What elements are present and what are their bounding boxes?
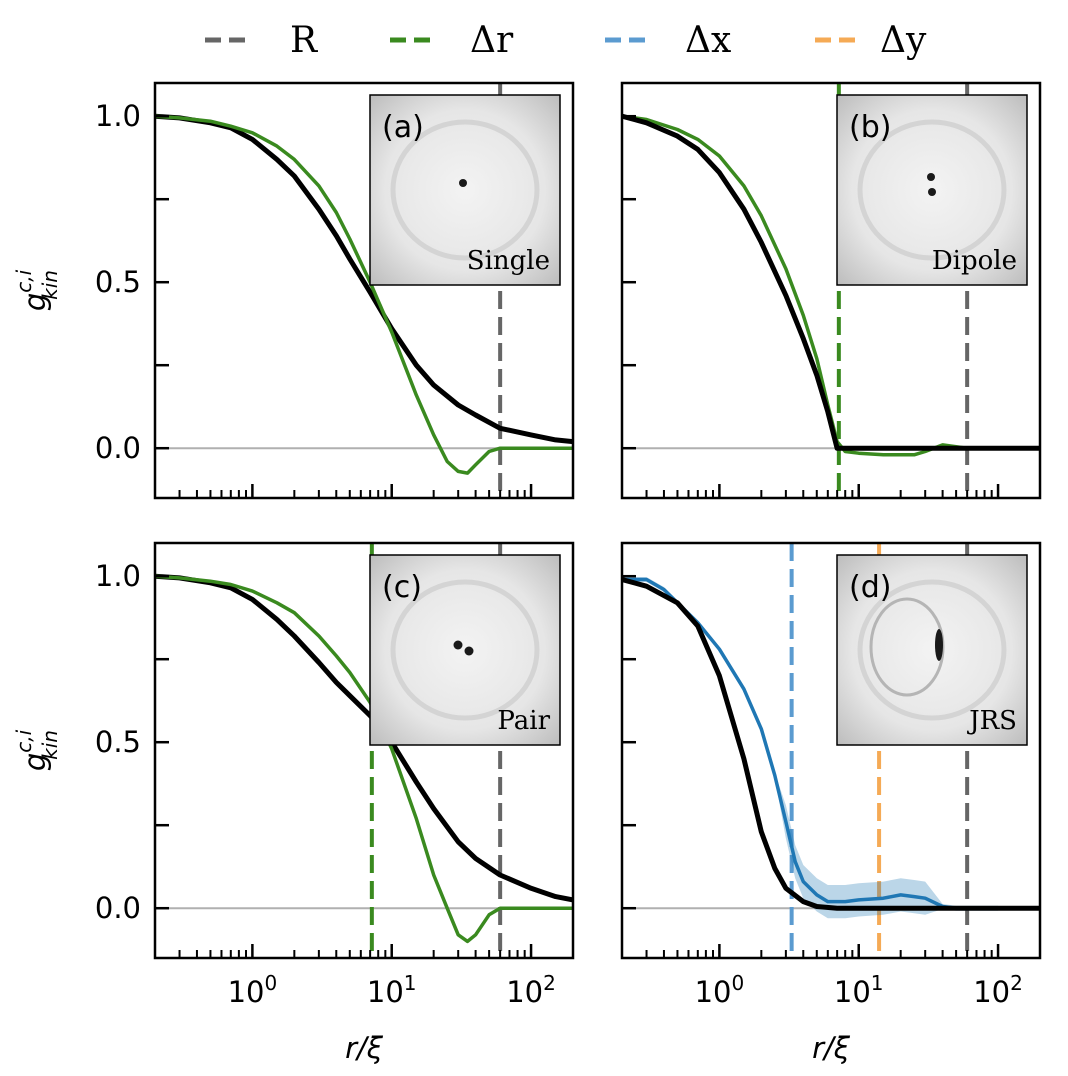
panel-d: (d) JRS 100 101 102 r/ξ [620, 541, 1042, 1065]
legend-label: Δr [470, 20, 514, 61]
vortex-spot [459, 179, 467, 187]
y-axis-title: gc,i kin [12, 269, 62, 311]
legend-label: Δy [880, 20, 927, 61]
inset-image: (d) JRS [836, 554, 1028, 746]
y-tick-label: 0.5 [95, 725, 141, 759]
legend-entry: R [205, 20, 318, 61]
inset-image: (a) Single [369, 94, 561, 286]
inset-ring [857, 579, 1007, 721]
axes-frame [153, 81, 575, 500]
panels: (a) Single 1.0 0.5 0.0 gc,i kin (b) Dipole (c) Pai… [12, 81, 1042, 1065]
panel-a: (a) Single 1.0 0.5 0.0 gc,i kin [12, 81, 575, 500]
x-tick-label: 102 [506, 971, 556, 1009]
series-line-black [155, 113, 573, 445]
y-axis-title: gc,i kin [12, 729, 62, 771]
inset-ring [390, 119, 540, 261]
panel-letter: (b) [849, 110, 891, 145]
legend-entry: Δx [605, 20, 731, 61]
vortex-spot [453, 640, 463, 650]
x-tick-label: 100 [228, 971, 278, 1009]
panel-c: (c) Pair 1.0 0.5 0.0 100 101 102 gc,i kin r/ξ [12, 541, 575, 1065]
axes-frame [620, 541, 1042, 960]
y-tick-label: 0.0 [95, 891, 141, 925]
y-tick-label: 0.0 [95, 431, 141, 465]
inset-background [836, 554, 1028, 746]
panel-letter: (a) [382, 110, 424, 145]
x-tick-label: 101 [367, 971, 417, 1009]
vortex-spot [464, 646, 474, 656]
inset-ring [390, 579, 540, 721]
y-tick-label: 1.0 [95, 99, 141, 133]
inset-label: Dipole [932, 246, 1017, 276]
x-axis-title: r/ξ [812, 1031, 851, 1065]
inset-label: Pair [497, 706, 550, 736]
legend-label: Δx [685, 20, 731, 61]
panel-letter: (c) [382, 570, 422, 605]
series-line-black [622, 577, 1040, 911]
series-line-black [155, 573, 573, 903]
series-line-green [155, 114, 573, 475]
jrs-spot [935, 629, 943, 661]
x-tick-label: 100 [695, 971, 745, 1009]
panel-letter: (d) [849, 570, 891, 605]
inset-label: Single [467, 246, 550, 276]
inset-image: (b) Dipole [836, 94, 1028, 286]
x-axis-title: r/ξ [345, 1031, 384, 1065]
inset-ring [857, 119, 1007, 261]
legend-entry: Δr [390, 20, 514, 61]
inset-image: (c) Pair [369, 554, 561, 746]
legend-label: R [290, 20, 318, 61]
axes-frame [620, 81, 1042, 500]
legend: R Δr Δx Δy [205, 20, 927, 61]
inset-background [369, 94, 561, 286]
x-tick-label: 102 [973, 971, 1023, 1009]
legend-entry: Δy [815, 20, 927, 61]
y-tick-label: 1.0 [95, 559, 141, 593]
jrs-ring [869, 597, 945, 697]
axes-frame [153, 541, 575, 960]
series-line-black [622, 113, 1040, 451]
vortex-spot [928, 188, 936, 196]
inset-label: JRS [966, 706, 1017, 736]
vortex-spot [927, 173, 935, 181]
y-tick-label: 0.5 [95, 265, 141, 299]
x-tick-label: 101 [834, 971, 884, 1009]
panel-b: (b) Dipole [620, 81, 1042, 500]
